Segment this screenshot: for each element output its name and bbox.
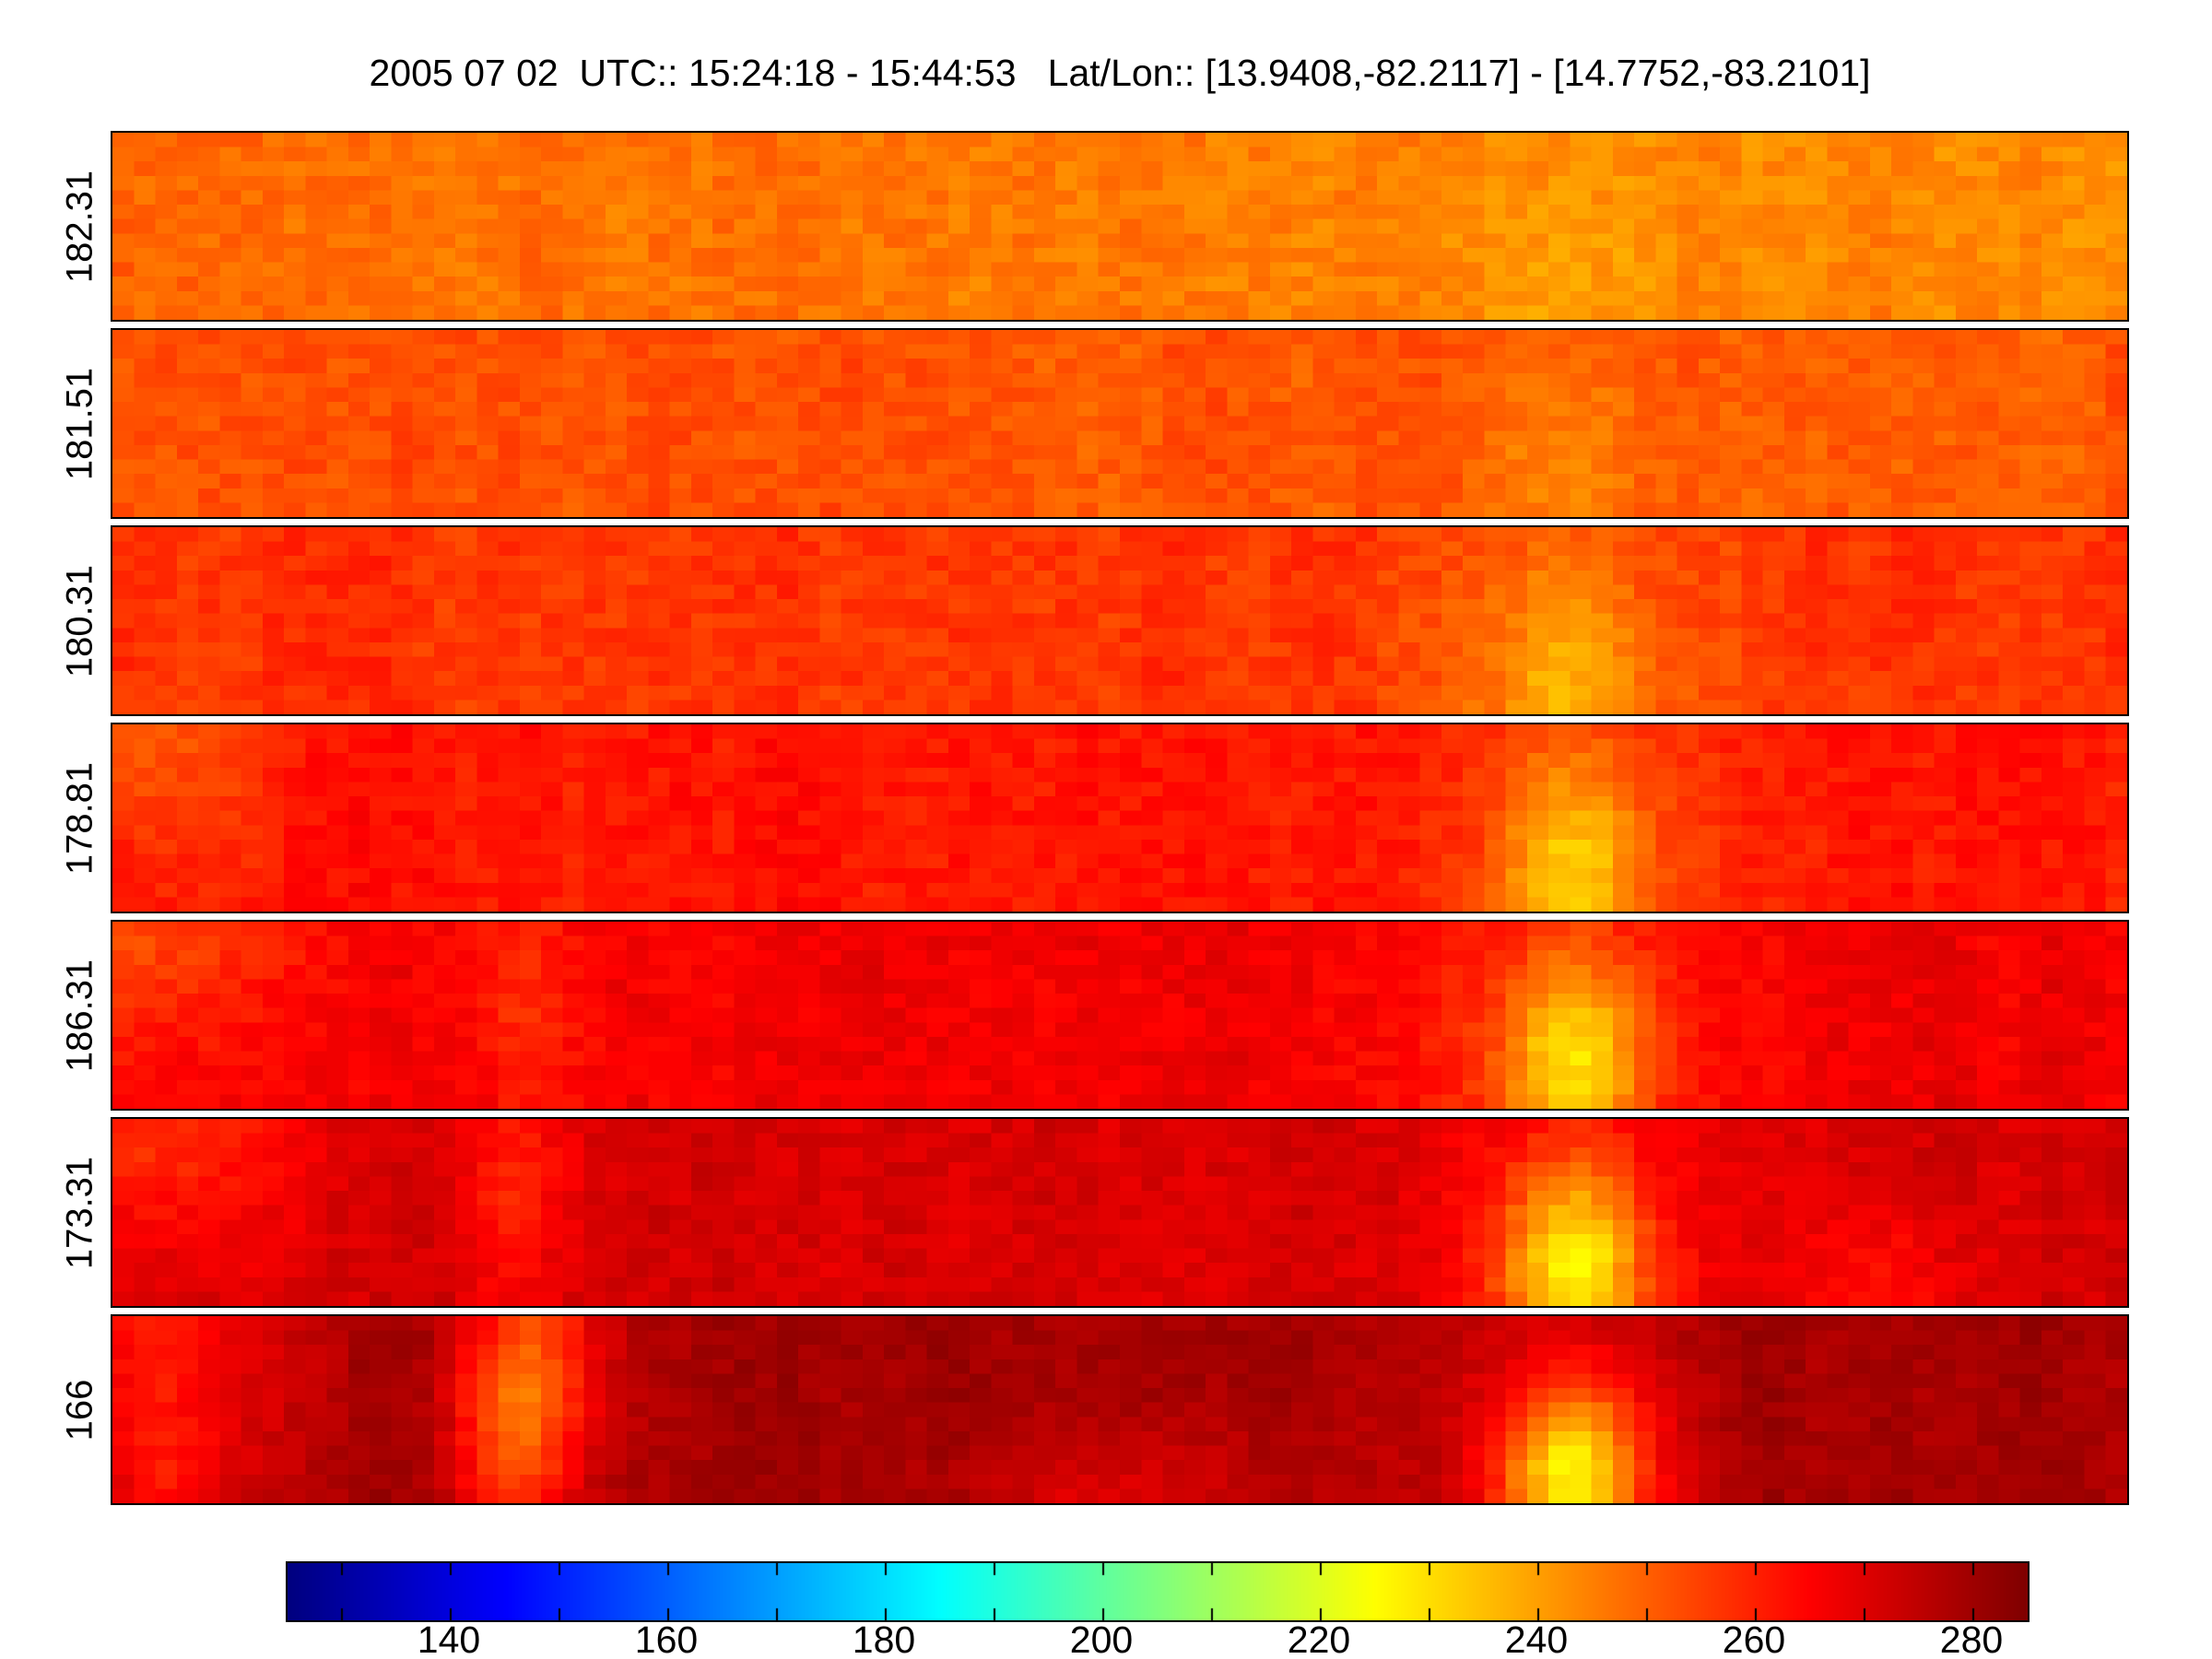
strip-row: [111, 920, 2129, 1111]
strip-canvas: [112, 724, 2127, 912]
chart-title: 2005 07 02 UTC:: 15:24:18 - 15:44:53 Lat…: [369, 52, 1871, 94]
strip-label: 181.51: [59, 367, 100, 480]
strip-row: [111, 1314, 2129, 1505]
strip-canvas: [112, 133, 2127, 320]
strip-canvas: [112, 527, 2127, 714]
strip-canvas: [112, 330, 2127, 517]
colorbar-tick-label: 220: [1287, 1618, 1351, 1659]
colorbar-tick-label: 140: [417, 1618, 481, 1659]
strip-row: [111, 525, 2129, 716]
colorbar-tick-label: 200: [1069, 1618, 1134, 1659]
colorbar: [286, 1561, 2030, 1622]
strip-row: [111, 1117, 2129, 1308]
strip-label: 178.81: [59, 761, 100, 875]
colorbar-tick-label: 240: [1504, 1618, 1569, 1659]
colorbar-tick-label: 280: [1939, 1618, 2004, 1659]
strip-row: [111, 131, 2129, 322]
strip-canvas: [112, 1119, 2127, 1306]
colorbar-labels: 140 160 180 200 220 240 260 280: [286, 1618, 2026, 1659]
strip-row: [111, 328, 2129, 519]
strip-canvas: [112, 922, 2127, 1109]
strip-label: 166: [59, 1379, 100, 1441]
strip-label: 173.31: [59, 1156, 100, 1269]
colorbar-tick-label: 180: [852, 1618, 916, 1659]
colorbar-canvas: [288, 1563, 2028, 1620]
strip-row: [111, 723, 2129, 913]
colorbar-tick-label: 260: [1722, 1618, 1786, 1659]
strip-label: 180.31: [59, 564, 100, 677]
strip-label: 186.31: [59, 959, 100, 1072]
strip-canvas: [112, 1316, 2127, 1503]
strip-label: 182.31: [59, 170, 100, 283]
colorbar-tick-label: 160: [634, 1618, 699, 1659]
